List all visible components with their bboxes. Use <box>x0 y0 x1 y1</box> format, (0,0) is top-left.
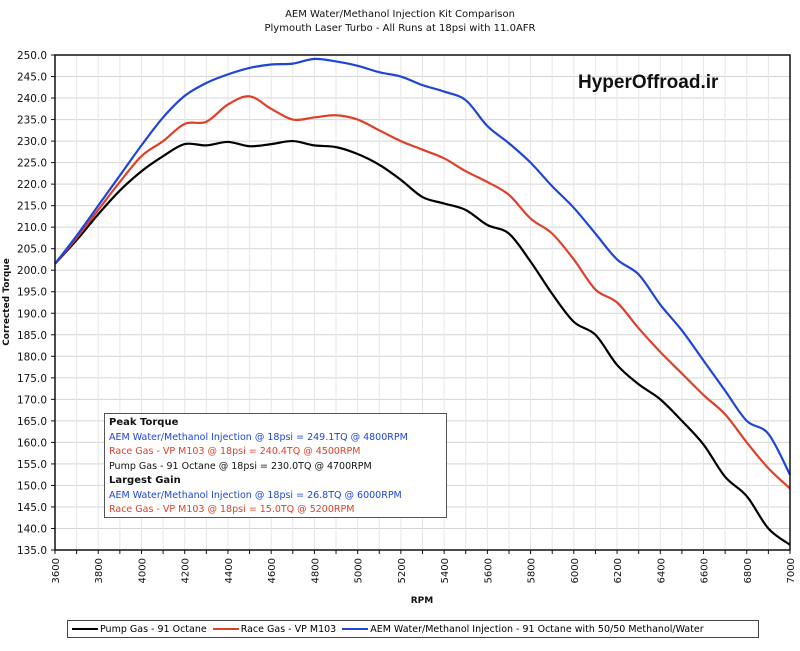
x-tick-label: 4200 <box>181 558 192 583</box>
x-tick-label: 5000 <box>354 558 365 583</box>
y-tick-label: 235.0 <box>17 115 47 127</box>
y-tick-label: 155.0 <box>17 459 47 471</box>
y-axis-ticks: 250.0 245.0 240.0 235.0 230.0 225.0 220.0 215.0… <box>17 50 55 557</box>
legend: Pump Gas - 91 Octane Race Gas - VP M103 … <box>67 620 759 638</box>
y-tick-label: 175.0 <box>17 373 47 385</box>
legend-label-aem: AEM Water/Methanol Injection - 91 Octane… <box>370 623 704 635</box>
watermark: HyperOffroad.ir <box>578 72 719 93</box>
x-tick-label: 5200 <box>397 558 408 583</box>
x-tick-label: 6400 <box>656 558 667 583</box>
y-tick-label: 170.0 <box>17 394 47 406</box>
x-tick-label: 3600 <box>51 558 62 583</box>
y-tick-label: 225.0 <box>17 158 47 170</box>
gain-line-aem: AEM Water/Methanol Injection @ 18psi = 2… <box>109 489 402 501</box>
x-tick-label: 7000 <box>786 558 797 583</box>
x-tick-label: 6800 <box>743 558 754 583</box>
x-tick-label: 5400 <box>440 558 451 583</box>
y-tick-label: 210.0 <box>17 222 47 234</box>
x-axis-label: RPM <box>411 596 434 606</box>
y-tick-label: 205.0 <box>17 244 47 256</box>
y-tick-label: 215.0 <box>17 201 47 213</box>
y-tick-label: 200.0 <box>17 265 47 277</box>
x-tick-label: 4800 <box>310 558 321 583</box>
chart-title: AEM Water/Methanol Injection Kit Compari… <box>285 9 515 20</box>
series-line-race-gas <box>54 95 791 490</box>
x-tick-label: 4000 <box>137 558 148 583</box>
peak-line-race: Race Gas - VP M103 @ 18psi = 240.4TQ @ 4… <box>109 446 361 457</box>
y-tick-label: 165.0 <box>17 416 47 428</box>
chart-subtitle: Plymouth Laser Turbo - All Runs at 18psi… <box>264 23 536 34</box>
peak-line-pump: Pump Gas - 91 Octane @ 18psi = 230.0TQ @… <box>109 460 372 472</box>
plot-frame <box>54 54 791 551</box>
y-tick-label: 240.0 <box>17 93 47 105</box>
legend-swatch-pump <box>72 628 98 630</box>
x-axis-ticks: 3600 3800 4000 4200 4400 4600 4800 5000 5200 5400… <box>51 550 797 583</box>
y-tick-label: 160.0 <box>17 437 47 449</box>
legend-item-pump: Pump Gas - 91 Octane <box>72 624 207 635</box>
largest-gain-heading: Largest Gain <box>109 475 181 486</box>
x-tick-label: 5800 <box>527 558 538 583</box>
y-tick-label: 245.0 <box>17 72 47 84</box>
x-tick-label: 3800 <box>94 558 105 583</box>
y-tick-label: 150.0 <box>17 480 47 492</box>
y-axis-label: Corrected Torque <box>2 258 12 346</box>
x-tick-label: 4400 <box>224 558 235 583</box>
legend-label-pump: Pump Gas - 91 Octane <box>100 623 207 635</box>
y-tick-label: 135.0 <box>17 545 47 557</box>
y-tick-label: 250.0 <box>17 50 47 62</box>
peak-torque-heading: Peak Torque <box>109 417 179 428</box>
gain-line-race: Race Gas - VP M103 @ 18psi = 15.0TQ @ 52… <box>109 504 355 515</box>
x-tick-label: 4600 <box>267 558 278 583</box>
y-tick-label: 230.0 <box>17 136 47 148</box>
series-line-pump-gas <box>54 139 791 546</box>
legend-item-aem: AEM Water/Methanol Injection - 91 Octane… <box>342 623 704 635</box>
y-tick-label: 220.0 <box>17 179 47 191</box>
legend-swatch-race <box>212 628 239 630</box>
y-tick-label: 140.0 <box>17 523 47 535</box>
x-tick-label: 6000 <box>570 558 581 583</box>
legend-item-race: Race Gas - VP M103 <box>212 623 337 635</box>
y-tick-label: 145.0 <box>17 502 47 514</box>
series-line-aem-injection <box>54 57 791 476</box>
y-tick-label: 195.0 <box>17 287 47 299</box>
y-tick-label: 180.0 <box>17 351 47 363</box>
x-tick-label: 6200 <box>613 558 624 583</box>
legend-swatch-aem <box>342 628 369 630</box>
y-tick-label: 185.0 <box>17 330 47 342</box>
annotation-box: Peak Torque AEM Water/Methanol Injection… <box>104 413 447 518</box>
x-tick-label: 6600 <box>700 558 711 583</box>
series-lines <box>54 57 791 546</box>
peak-line-aem: AEM Water/Methanol Injection @ 18psi = 2… <box>109 431 408 443</box>
x-tick-label: 5600 <box>483 558 494 583</box>
y-tick-label: 190.0 <box>17 308 47 320</box>
legend-label-race: Race Gas - VP M103 <box>240 623 337 635</box>
